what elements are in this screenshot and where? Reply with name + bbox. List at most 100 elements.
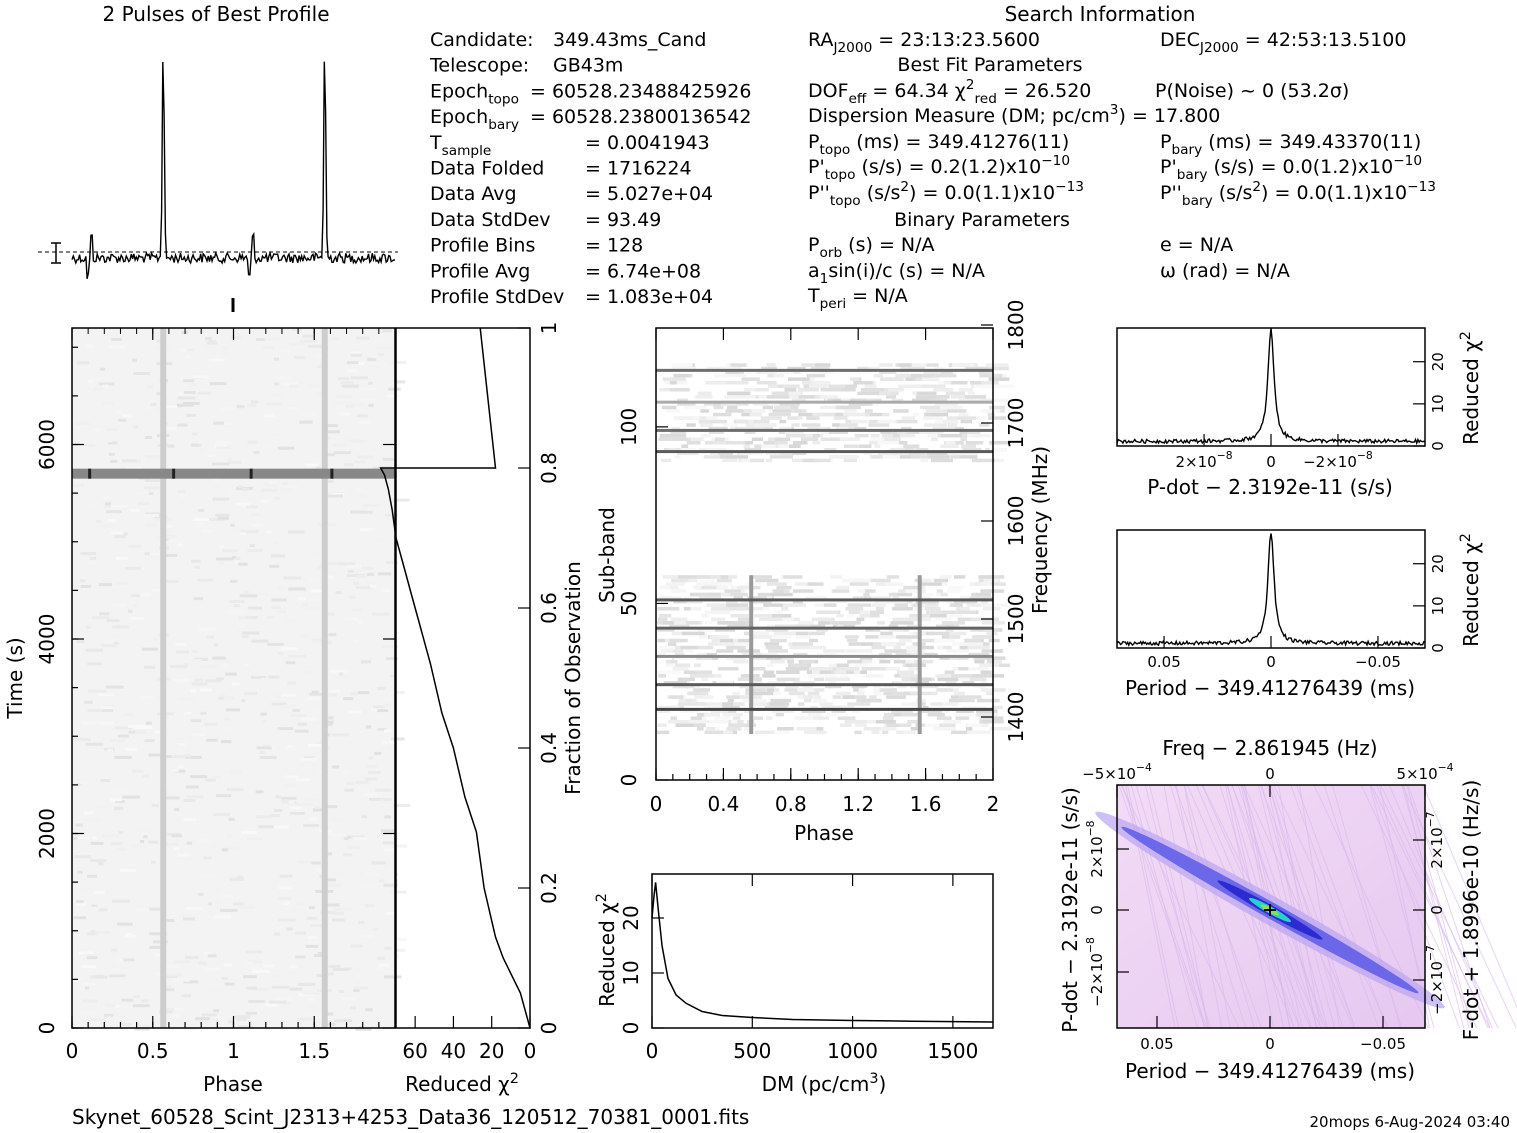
- noise-pixel: [699, 596, 722, 600]
- noise-pixel: [753, 716, 763, 720]
- noise-pixel: [331, 337, 339, 341]
- noise-pixel: [881, 433, 899, 438]
- x-axis-label: Phase: [203, 1072, 263, 1096]
- noise-pixel: [778, 603, 801, 607]
- noise-pixel: [74, 855, 91, 859]
- noise-pixel: [770, 599, 779, 604]
- noise-pixel: [806, 373, 825, 378]
- noise-pixel: [789, 645, 808, 650]
- noise-pixel: [85, 344, 94, 348]
- noise-pixel: [85, 742, 104, 746]
- noise-pixel: [948, 614, 963, 618]
- noise-pixel: [744, 430, 752, 434]
- noise-pixel: [148, 753, 165, 757]
- x-tick-label: 0: [66, 1039, 79, 1063]
- noise-pixel: [293, 355, 305, 359]
- noise-pixel: [327, 430, 340, 434]
- noise-pixel: [787, 416, 798, 420]
- noise-pixel: [939, 656, 956, 660]
- noise-pixel: [346, 845, 360, 849]
- noise-pixel: [958, 412, 969, 417]
- noise-pixel: [976, 709, 998, 713]
- noise-pixel: [76, 361, 89, 365]
- noise-pixel: [111, 948, 118, 952]
- noise-pixel: [98, 862, 104, 866]
- noise-pixel: [809, 384, 831, 388]
- noise-pixel: [356, 488, 361, 492]
- noise-pixel: [677, 398, 688, 403]
- noise-pixel: [670, 617, 688, 622]
- noise-pixel: [846, 638, 858, 643]
- noise-pixel: [208, 339, 216, 343]
- noise-pixel: [82, 721, 97, 725]
- noise-pixel: [234, 534, 247, 537]
- noise-pixel: [742, 652, 756, 657]
- noise-pixel: [357, 691, 370, 695]
- noise-pixel: [939, 610, 955, 614]
- map-streak: [1261, 784, 1329, 1029]
- noise-pixel: [845, 419, 856, 424]
- noise-pixel: [350, 351, 361, 355]
- noise-pixel: [361, 815, 367, 819]
- noise-pixel: [992, 624, 1000, 629]
- noise-pixel: [958, 433, 969, 438]
- noise-pixel: [252, 523, 263, 527]
- noise-pixel: [773, 441, 788, 445]
- noise-pixel: [389, 674, 396, 678]
- noise-pixel: [771, 402, 785, 406]
- noise-pixel: [171, 1014, 180, 1018]
- noise-pixel: [839, 437, 861, 441]
- noise-pixel: [863, 589, 876, 593]
- noise-pixel: [966, 603, 990, 607]
- noise-pixel: [731, 373, 747, 378]
- map-streak: [1130, 784, 1198, 1029]
- noise-pixel: [892, 433, 900, 438]
- noise-pixel: [726, 603, 749, 607]
- noise-pixel: [660, 649, 673, 653]
- noise-pixel: [323, 414, 337, 418]
- noise-pixel: [117, 734, 129, 738]
- noise-pixel: [854, 433, 869, 438]
- noise-pixel: [951, 730, 972, 735]
- noise-pixel: [279, 874, 293, 878]
- noise-pixel: [751, 437, 763, 441]
- noise-pixel: [807, 582, 824, 586]
- noise-pixel: [772, 705, 787, 710]
- chi2-time-curve: [379, 327, 531, 1029]
- noise-pixel: [794, 716, 814, 720]
- noise-pixel: [992, 659, 1003, 664]
- noise-pixel: [339, 672, 343, 676]
- noise-pixel: [374, 751, 382, 755]
- noise-pixel: [218, 561, 225, 565]
- noise-pixel: [776, 670, 800, 674]
- noise-pixel: [669, 624, 690, 629]
- noise-pixel: [285, 661, 296, 665]
- noise-pixel: [250, 513, 261, 516]
- info-left-value: = 93.49: [585, 209, 661, 231]
- noise-pixel: [767, 663, 774, 667]
- noise-pixel: [788, 391, 802, 396]
- noise-pixel: [394, 938, 407, 942]
- noise-pixel: [847, 603, 872, 607]
- noise-pixel: [251, 675, 267, 679]
- noise-pixel: [738, 624, 754, 629]
- noise-pixel: [698, 448, 707, 452]
- noise-pixel: [282, 961, 291, 965]
- noise-pixel: [714, 437, 725, 441]
- noise-pixel: [694, 695, 714, 699]
- noise-pixel: [874, 691, 898, 696]
- noise-pixel: [101, 644, 117, 648]
- map-streak: [1370, 784, 1460, 1029]
- noise-pixel: [106, 428, 118, 432]
- noise-pixel: [93, 975, 108, 979]
- noise-pixel: [193, 597, 203, 601]
- noise-pixel: [954, 455, 978, 459]
- noise-pixel: [717, 642, 736, 646]
- noise-pixel: [352, 837, 368, 840]
- noise-pixel: [683, 596, 691, 600]
- noise-pixel: [696, 652, 708, 657]
- noise-pixel: [382, 841, 397, 845]
- noise-pixel: [261, 593, 269, 597]
- noise-pixel: [246, 505, 258, 509]
- noise-pixel: [91, 904, 98, 908]
